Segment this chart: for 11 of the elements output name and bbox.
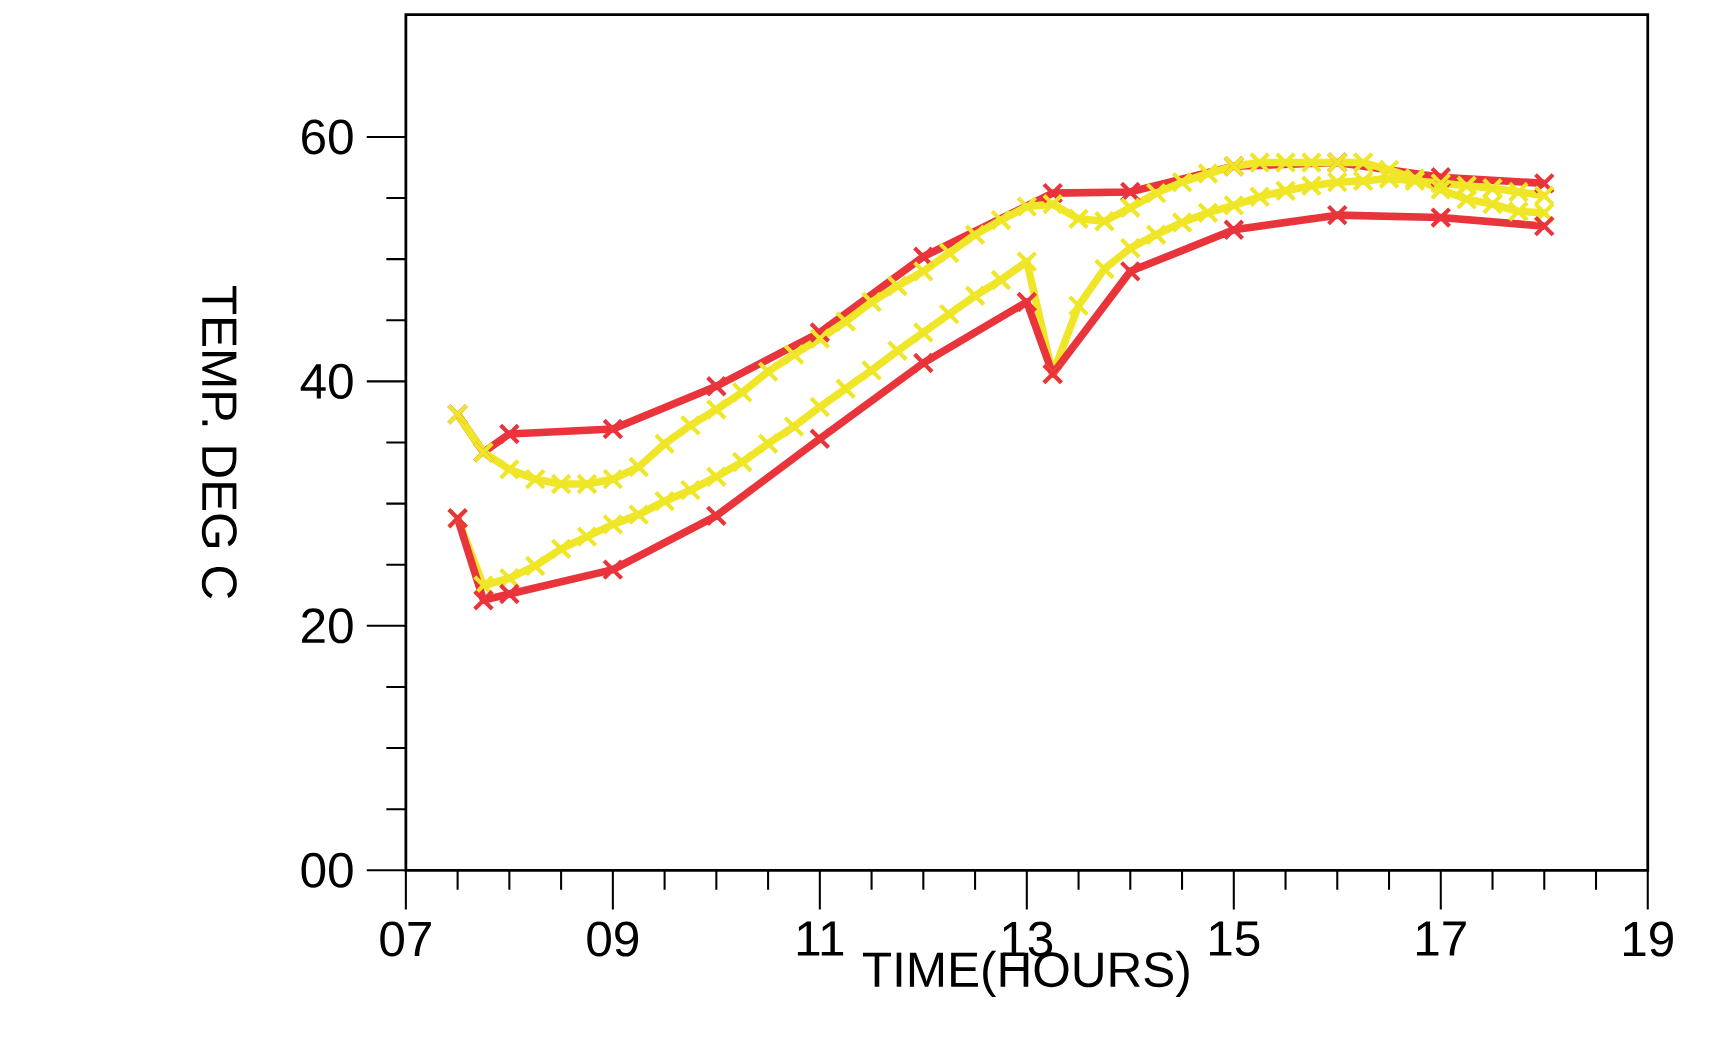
x-tick-label: 07 xyxy=(380,921,431,957)
y-tick-label: 00 xyxy=(301,852,353,888)
y-axis-title: TEMP. DEG C xyxy=(201,285,237,599)
x-tick-label: 19 xyxy=(1624,921,1673,957)
x-tick-label: 15 xyxy=(1210,921,1260,956)
x-tick-label: 09 xyxy=(587,921,639,957)
x-tick-label: 17 xyxy=(1417,921,1466,956)
y-tick-label: 20 xyxy=(302,608,353,644)
y-tick-label: 40 xyxy=(300,363,353,399)
y-tick-label: 60 xyxy=(302,119,353,155)
x-tick-label: 11 xyxy=(797,921,844,956)
